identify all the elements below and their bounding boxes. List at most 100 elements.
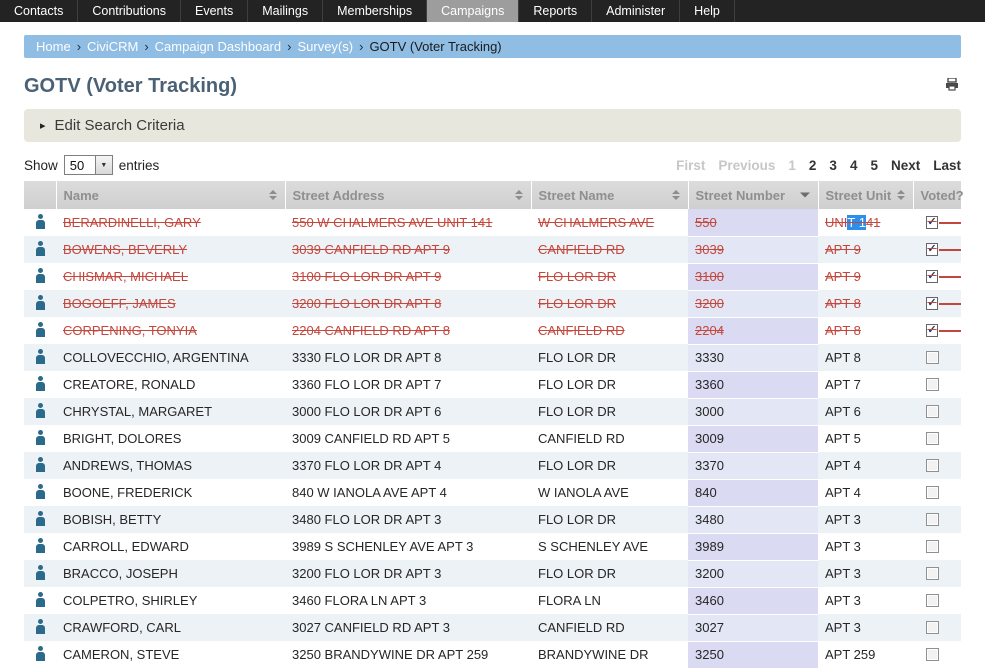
contact-icon[interactable]	[34, 402, 46, 418]
voted-checkbox[interactable]	[926, 459, 939, 472]
voted-checkbox[interactable]	[926, 594, 939, 607]
street-name: FLO LOR DR	[531, 560, 688, 587]
table-row[interactable]: ANDREWS, THOMAS 3370 FLO LOR DR APT 4 FL…	[24, 452, 961, 480]
table-row[interactable]: CHRYSTAL, MARGARET 3000 FLO LOR DR APT 6…	[24, 398, 961, 426]
column-header-street-name[interactable]: Street Name	[531, 181, 689, 209]
pagination-5[interactable]: 5	[870, 157, 878, 173]
street-number: 3100	[688, 263, 818, 291]
breadcrumb-separator: ›	[359, 39, 364, 54]
street-number: 840	[688, 479, 818, 507]
pagination-3[interactable]: 3	[829, 157, 837, 173]
voted-checkbox[interactable]	[926, 621, 939, 634]
selected-text: T 1	[847, 215, 866, 230]
street-name: BRANDYWINE DR	[538, 647, 649, 662]
voter-table: Name Street Address Street Name Street Numb…	[24, 181, 964, 669]
table-row[interactable]: CREATORE, RONALD 3360 FLO LOR DR APT 7 F…	[24, 371, 961, 399]
street-number: 550	[688, 209, 818, 237]
street-number: 3200	[688, 560, 818, 588]
contact-icon[interactable]	[34, 429, 46, 445]
table-row[interactable]: BERARDINELLI, GARY 550 W CHALMERS AVE UN…	[24, 209, 961, 237]
contact-icon[interactable]	[34, 321, 46, 337]
street-name: CANFIELD RD	[538, 431, 625, 446]
street-address: 3460 FLORA LN APT 3	[292, 593, 427, 608]
column-header-icon	[24, 181, 57, 209]
street-unit: APT 9	[825, 269, 861, 284]
contact-icon[interactable]	[34, 645, 46, 661]
edit-search-criteria-toggle[interactable]: ▸ Edit Search Criteria	[24, 109, 961, 142]
table-row[interactable]: CARROLL, EDWARD 3989 S SCHENLEY AVE APT …	[24, 533, 961, 561]
table-row[interactable]: COLPETRO, SHIRLEY 3460 FLORA LN APT 3 FL…	[24, 587, 961, 615]
contact-icon[interactable]	[34, 267, 46, 283]
pagination-next[interactable]: Next	[890, 157, 921, 173]
voted-checkbox[interactable]	[926, 378, 939, 391]
nav-item-contacts[interactable]: Contacts	[0, 0, 79, 22]
voter-name: CORPENING, TONYIA	[63, 323, 197, 338]
nav-item-mailings[interactable]: Mailings	[248, 0, 324, 22]
table-row[interactable]: CRAWFORD, CARL 3027 CANFIELD RD APT 3 CA…	[24, 614, 961, 642]
voted-checkbox[interactable]: ✓	[926, 216, 939, 229]
pagination-2[interactable]: 2	[808, 157, 817, 173]
voted-checkbox[interactable]: ✓	[926, 270, 939, 283]
contact-icon[interactable]	[34, 348, 46, 364]
column-header-street-number[interactable]: Street Number	[688, 181, 819, 209]
voted-checkbox[interactable]	[926, 486, 939, 499]
contact-icon[interactable]	[34, 537, 46, 553]
nav-item-campaigns[interactable]: Campaigns	[427, 0, 520, 22]
table-row[interactable]: BRACCO, JOSEPH 3200 FLO LOR DR APT 3 FLO…	[24, 560, 961, 588]
table-row[interactable]: CORPENING, TONYIA 2204 CANFIELD RD APT 8…	[24, 317, 961, 345]
street-unit: UNIT 141	[825, 215, 881, 230]
contact-icon[interactable]	[34, 564, 46, 580]
nav-item-memberships[interactable]: Memberships	[323, 0, 428, 22]
contact-icon[interactable]	[34, 618, 46, 634]
nav-item-reports[interactable]: Reports	[519, 0, 593, 22]
voted-checkbox[interactable]: ✓	[926, 324, 939, 337]
column-header-street-address[interactable]: Street Address	[285, 181, 532, 209]
nav-item-help[interactable]: Help	[680, 0, 735, 22]
table-row[interactable]: COLLOVECCHIO, ARGENTINA 3330 FLO LOR DR …	[24, 344, 961, 372]
entries-label: entries	[118, 157, 160, 173]
breadcrumb-link-campaign-dashboard[interactable]: Campaign Dashboard	[154, 39, 282, 54]
nav-item-administer[interactable]: Administer	[592, 0, 681, 22]
contact-icon[interactable]	[34, 213, 46, 229]
voted-checkbox[interactable]	[926, 432, 939, 445]
voted-checkbox[interactable]	[926, 648, 939, 661]
voter-name: BOONE, FREDERICK	[63, 485, 193, 500]
contact-icon[interactable]	[34, 510, 46, 526]
voted-checkbox[interactable]	[926, 540, 939, 553]
voted-checkbox[interactable]	[926, 567, 939, 580]
voted-checkbox[interactable]: ✓	[926, 297, 939, 310]
table-row[interactable]: BOONE, FREDERICK 840 W IANOLA AVE APT 4 …	[24, 479, 961, 507]
voted-checkbox[interactable]	[926, 513, 939, 526]
contact-icon[interactable]	[34, 294, 46, 310]
table-row[interactable]: BOBISH, BETTY 3480 FLO LOR DR APT 3 FLO …	[24, 506, 961, 534]
printer-icon[interactable]	[945, 77, 959, 96]
pagination-first: First	[676, 157, 706, 173]
pagination-last[interactable]: Last	[933, 157, 961, 173]
contact-icon[interactable]	[34, 591, 46, 607]
select-dropdown-button[interactable]: ▼	[94, 156, 112, 174]
street-unit: APT 3	[818, 614, 913, 641]
nav-item-events[interactable]: Events	[181, 0, 249, 22]
contact-icon[interactable]	[34, 456, 46, 472]
pagination-4[interactable]: 4	[849, 157, 858, 173]
page-size-select[interactable]: 50 ▼	[63, 155, 113, 175]
voted-checkbox[interactable]	[926, 351, 939, 364]
breadcrumb-link-survey-s[interactable]: Survey(s)	[297, 39, 354, 54]
voted-checkbox[interactable]: ✓	[926, 243, 939, 256]
table-row[interactable]: BOGOEFF, JAMES 3200 FLO LOR DR APT 8 FLO…	[24, 290, 961, 318]
column-header-name[interactable]: Name	[56, 181, 286, 209]
contact-icon[interactable]	[34, 483, 46, 499]
table-row[interactable]: CAMERON, STEVE 3250 BRANDYWINE DR APT 25…	[24, 641, 961, 669]
column-header-street-unit[interactable]: Street Unit	[818, 181, 914, 209]
column-header-voted: Voted?	[913, 181, 964, 209]
contact-icon[interactable]	[34, 240, 46, 256]
table-row[interactable]: BOWENS, BEVERLY 3039 CANFIELD RD APT 9 C…	[24, 236, 961, 264]
contact-icon[interactable]	[34, 375, 46, 391]
breadcrumb-link-home[interactable]: Home	[36, 39, 71, 54]
table-row[interactable]: BRIGHT, DOLORES 3009 CANFIELD RD APT 5 C…	[24, 425, 961, 453]
table-header-row: Name Street Address Street Name Street Numb…	[24, 181, 964, 209]
nav-item-contributions[interactable]: Contributions	[78, 0, 181, 22]
voted-checkbox[interactable]	[926, 405, 939, 418]
breadcrumb-link-civicrm[interactable]: CiviCRM	[87, 39, 139, 54]
table-row[interactable]: CHISMAR, MICHAEL 3100 FLO LOR DR APT 9 F…	[24, 263, 961, 291]
